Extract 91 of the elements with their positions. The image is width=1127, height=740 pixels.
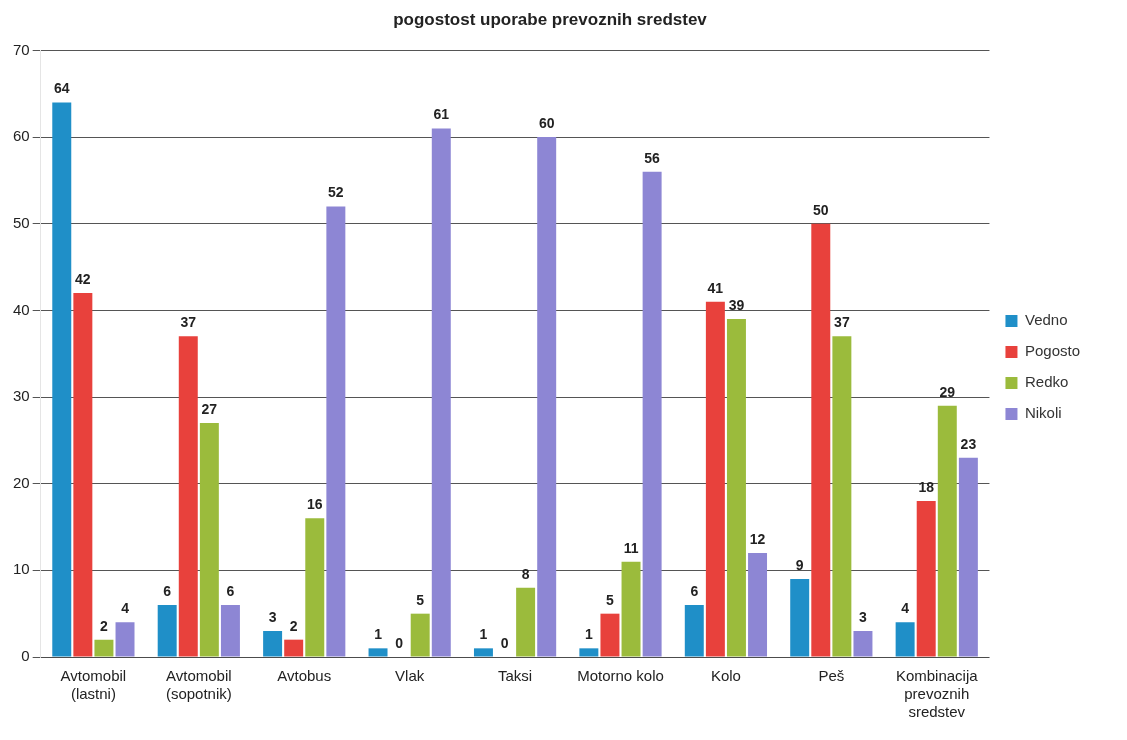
- bar: [263, 631, 283, 657]
- bar: [220, 605, 240, 657]
- x-tick-label: Avtomobil (lastni): [60, 667, 127, 703]
- data-label: 42: [75, 270, 91, 287]
- x-tick-label: Kolo: [710, 667, 741, 685]
- y-tick-label: 70: [13, 40, 30, 58]
- bar: [748, 553, 768, 657]
- data-label: 5: [606, 591, 615, 608]
- data-label: 5: [416, 591, 425, 608]
- x-tick-label: Avtobus: [277, 667, 332, 685]
- bar: [811, 223, 831, 657]
- bar: [368, 648, 388, 657]
- data-label: 1: [374, 626, 383, 643]
- data-label: 4: [901, 600, 910, 617]
- bar: [621, 561, 641, 657]
- data-label: 1: [584, 626, 593, 643]
- x-tick-label: Vlak: [395, 667, 425, 685]
- bar: [178, 336, 198, 657]
- bar: [600, 613, 620, 657]
- bar: [115, 622, 135, 657]
- data-label: 1: [479, 626, 488, 643]
- bar: [684, 605, 704, 657]
- bar: [705, 301, 725, 657]
- data-label: 11: [623, 539, 639, 556]
- data-label: 23: [960, 435, 977, 452]
- data-label: 37: [180, 314, 197, 331]
- data-label: 6: [226, 582, 235, 599]
- data-label: 12: [749, 530, 766, 547]
- bar: [916, 501, 936, 657]
- y-tick-label: 0: [21, 647, 30, 665]
- data-label: 3: [268, 608, 277, 625]
- data-label: 2: [289, 617, 298, 634]
- bar: [642, 171, 662, 657]
- legend-label: Pogosto: [1024, 342, 1081, 360]
- bar: [473, 648, 493, 657]
- legend-label: Vedno: [1024, 311, 1068, 329]
- data-label: 4: [121, 600, 130, 617]
- data-label: 37: [834, 314, 850, 331]
- data-label: 41: [707, 279, 724, 296]
- bar: [726, 319, 746, 657]
- data-label: 0: [500, 634, 509, 651]
- bar: [305, 518, 325, 657]
- data-label: 60: [538, 114, 555, 131]
- bar: [431, 128, 451, 657]
- data-label: 2: [100, 617, 109, 634]
- bar: [199, 423, 219, 657]
- data-label: 0: [395, 634, 404, 651]
- bar: [937, 405, 957, 657]
- bar: [790, 579, 810, 657]
- bar: [958, 457, 978, 657]
- y-tick-label: 30: [13, 387, 30, 405]
- x-tick-label: Peš: [818, 667, 845, 685]
- x-tick-label: Taksi: [497, 667, 533, 685]
- bar: [94, 639, 114, 657]
- y-tick-label: 60: [13, 127, 30, 145]
- data-label: 50: [813, 201, 829, 218]
- bar: [410, 613, 430, 657]
- legend-label: Nikoli: [1024, 404, 1062, 422]
- data-label: 16: [306, 496, 323, 513]
- y-tick-label: 50: [13, 213, 30, 231]
- data-label: 56: [644, 149, 661, 166]
- bar: [537, 137, 557, 657]
- y-tick-label: 10: [13, 560, 30, 578]
- y-tick-label: 40: [13, 300, 30, 318]
- bar: [579, 648, 599, 657]
- data-label: 6: [163, 582, 172, 599]
- bar: [284, 639, 304, 657]
- data-label: 6: [690, 582, 699, 599]
- bar: [853, 631, 873, 657]
- bar: [516, 587, 536, 657]
- chart-title: pogostost uporabe prevoznih sredstev: [393, 9, 708, 29]
- bar: [895, 622, 915, 657]
- bar: [73, 293, 93, 657]
- data-label: 9: [795, 556, 804, 573]
- x-tick-label: Kombinacija prevoznih sredstev: [895, 667, 979, 721]
- data-label: 3: [859, 608, 868, 625]
- data-label: 52: [328, 184, 344, 201]
- y-tick-label: 20: [13, 473, 30, 491]
- data-label: 18: [918, 478, 935, 495]
- data-label: 39: [728, 296, 745, 313]
- data-label: 29: [939, 383, 956, 400]
- data-label: 61: [433, 106, 450, 123]
- bar: [157, 605, 177, 657]
- data-label: 64: [53, 80, 70, 97]
- data-label: 27: [201, 400, 218, 417]
- bar: [832, 336, 852, 657]
- x-tick-label: Motorno kolo: [577, 667, 664, 685]
- legend-label: Redko: [1024, 373, 1069, 391]
- x-tick-label: Avtomobil (sopotnik): [165, 667, 232, 703]
- bar: [52, 102, 72, 657]
- bar: [326, 206, 346, 657]
